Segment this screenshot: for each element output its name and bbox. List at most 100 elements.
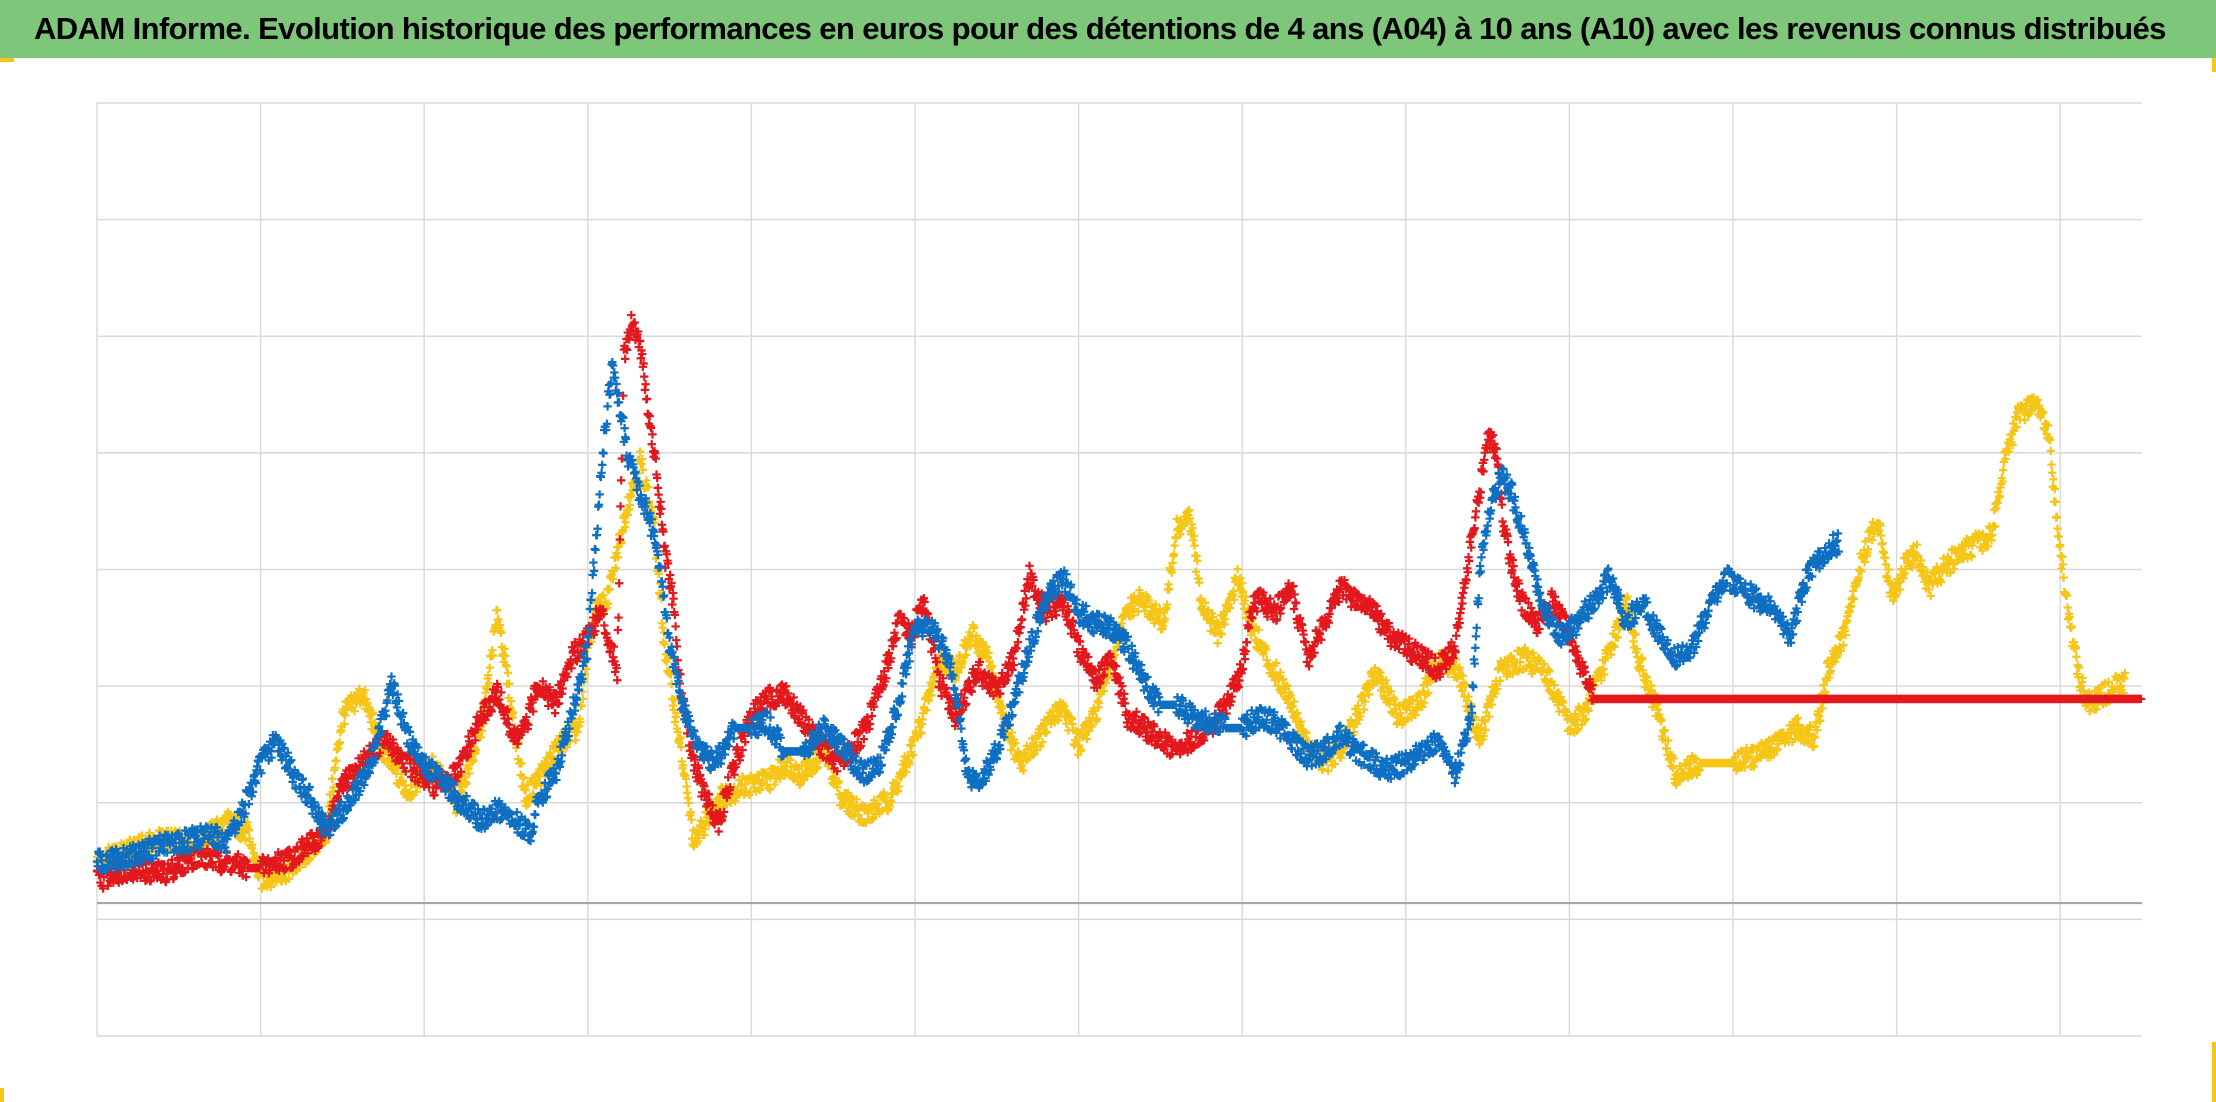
data-point [656, 497, 665, 507]
data-point [285, 874, 294, 883]
data-point [1019, 605, 1029, 614]
series-markers [92, 310, 2146, 893]
data-point [503, 668, 513, 678]
data-point [332, 756, 341, 765]
data-point [599, 590, 608, 600]
data-point [672, 708, 681, 718]
data-point [137, 831, 147, 840]
data-point [455, 782, 464, 791]
data-point [648, 430, 657, 439]
data-point [770, 780, 779, 789]
data-point [505, 679, 514, 688]
data-point [574, 722, 584, 731]
data-point [654, 490, 663, 499]
chart-title: ADAM Informe. Evolution historique des p… [34, 11, 2166, 46]
data-point [1301, 637, 1310, 647]
data-point [462, 779, 471, 789]
data-point [669, 594, 678, 603]
data-point [1458, 588, 1468, 598]
data-point [2047, 460, 2056, 469]
data-point [350, 706, 359, 716]
corner-mark-bottom-left [0, 1088, 4, 1102]
data-point [623, 510, 632, 520]
data-point [1213, 638, 1222, 648]
data-point [2049, 475, 2058, 484]
data-point [605, 584, 614, 593]
data-point [535, 772, 545, 781]
data-point [1458, 599, 1467, 608]
data-point [407, 780, 416, 790]
data-point [676, 742, 686, 752]
data-point [471, 745, 481, 754]
data-point [295, 862, 305, 872]
data-point [745, 788, 755, 797]
data-point [496, 628, 506, 638]
data-point [464, 769, 474, 778]
data-point [340, 719, 349, 729]
data-point [2046, 446, 2055, 456]
data-point [673, 727, 682, 737]
data-point [511, 743, 521, 753]
data-point [492, 605, 502, 615]
data-point [620, 354, 630, 364]
data-point [1999, 466, 2008, 475]
data-point [738, 772, 747, 781]
data-point [494, 615, 503, 624]
data-point [1456, 604, 1466, 614]
data-point [676, 733, 685, 742]
data-point [714, 827, 723, 836]
data-point [509, 708, 518, 717]
data-point [625, 500, 635, 510]
data-point [327, 774, 337, 783]
data-point [576, 717, 585, 727]
data-point [360, 686, 369, 695]
data-point [2067, 622, 2076, 631]
data-point [329, 783, 338, 792]
data-point [2057, 564, 2066, 573]
data-point [2072, 652, 2081, 661]
data-point [658, 623, 667, 632]
data-point [603, 599, 613, 608]
data-point [2047, 468, 2057, 477]
corner-mark-bottom-right [2212, 1042, 2216, 1102]
data-point [571, 735, 580, 745]
series-2-markers [92, 310, 2146, 893]
data-point [687, 815, 696, 824]
data-point [684, 798, 693, 808]
data-point [485, 663, 494, 672]
data-point [644, 483, 653, 492]
data-point [600, 621, 609, 630]
data-point [765, 785, 774, 794]
data-point [665, 570, 675, 580]
data-point [642, 394, 652, 404]
data-point [477, 726, 487, 736]
data-point [2063, 603, 2072, 612]
data-point [476, 733, 485, 742]
data-point [484, 679, 494, 688]
data-point [1452, 631, 1461, 640]
data-point [741, 780, 750, 789]
data-point [1242, 638, 1252, 647]
data-point [2054, 532, 2064, 541]
data-point [627, 310, 636, 320]
data-point [730, 796, 740, 806]
data-point [501, 651, 510, 661]
data-point [613, 553, 623, 562]
data-point [1464, 692, 1473, 701]
data-point [521, 786, 530, 795]
data-point [641, 380, 650, 389]
data-point [670, 695, 679, 705]
data-point [608, 575, 618, 584]
data-point [1170, 541, 1179, 550]
data-point [1025, 561, 1034, 570]
data-point [626, 492, 636, 501]
corner-mark-top-left [0, 58, 14, 62]
data-point [2051, 497, 2060, 507]
data-point [644, 410, 653, 419]
data-point [469, 755, 478, 765]
data-point [700, 824, 710, 834]
data-point [1878, 538, 1887, 548]
data-point [251, 851, 260, 860]
data-point [1164, 584, 1174, 594]
